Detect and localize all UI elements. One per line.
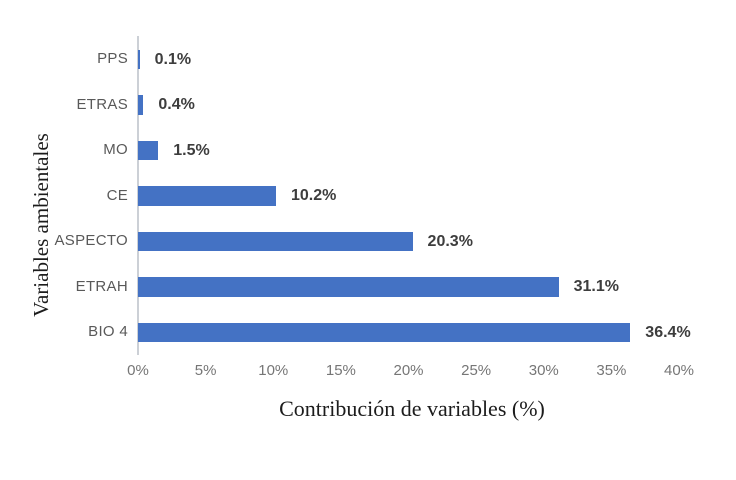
bar (138, 231, 413, 251)
bar (138, 322, 631, 342)
x-tick-label: 30% (528, 362, 559, 379)
x-tick-label: 0% (127, 362, 149, 379)
category-label: BIO 4 (88, 323, 128, 341)
x-tick-label: 20% (393, 362, 424, 379)
category-label: PPS (97, 50, 128, 68)
x-tick-label: 10% (258, 362, 289, 379)
x-tick-label: 35% (596, 362, 627, 379)
category-label: ETRAH (75, 277, 128, 295)
value-label: 0.4% (158, 96, 195, 114)
value-label: 20.3% (427, 232, 473, 250)
value-label: 1.5% (173, 141, 210, 159)
value-label: 10.2% (290, 187, 337, 205)
x-tick-label: 15% (325, 362, 356, 379)
x-tick-label: 5% (194, 362, 217, 379)
x-tick-label: 25% (461, 362, 492, 379)
bar (138, 186, 276, 206)
bar (138, 277, 559, 297)
category-label: ETRAS (76, 95, 128, 113)
category-label: ASPECTO (54, 232, 128, 250)
bar (138, 95, 144, 115)
category-label: MO (103, 141, 128, 159)
x-tick-label: 40% (663, 362, 695, 379)
value-label: 36.4% (645, 323, 691, 341)
category-label: CE (106, 186, 128, 204)
bar (138, 49, 140, 69)
x-axis-title: Contribución de variables (%) (279, 396, 545, 421)
bar (138, 140, 159, 160)
value-label: 31.1% (573, 278, 619, 296)
value-label: 0.1% (154, 50, 192, 68)
